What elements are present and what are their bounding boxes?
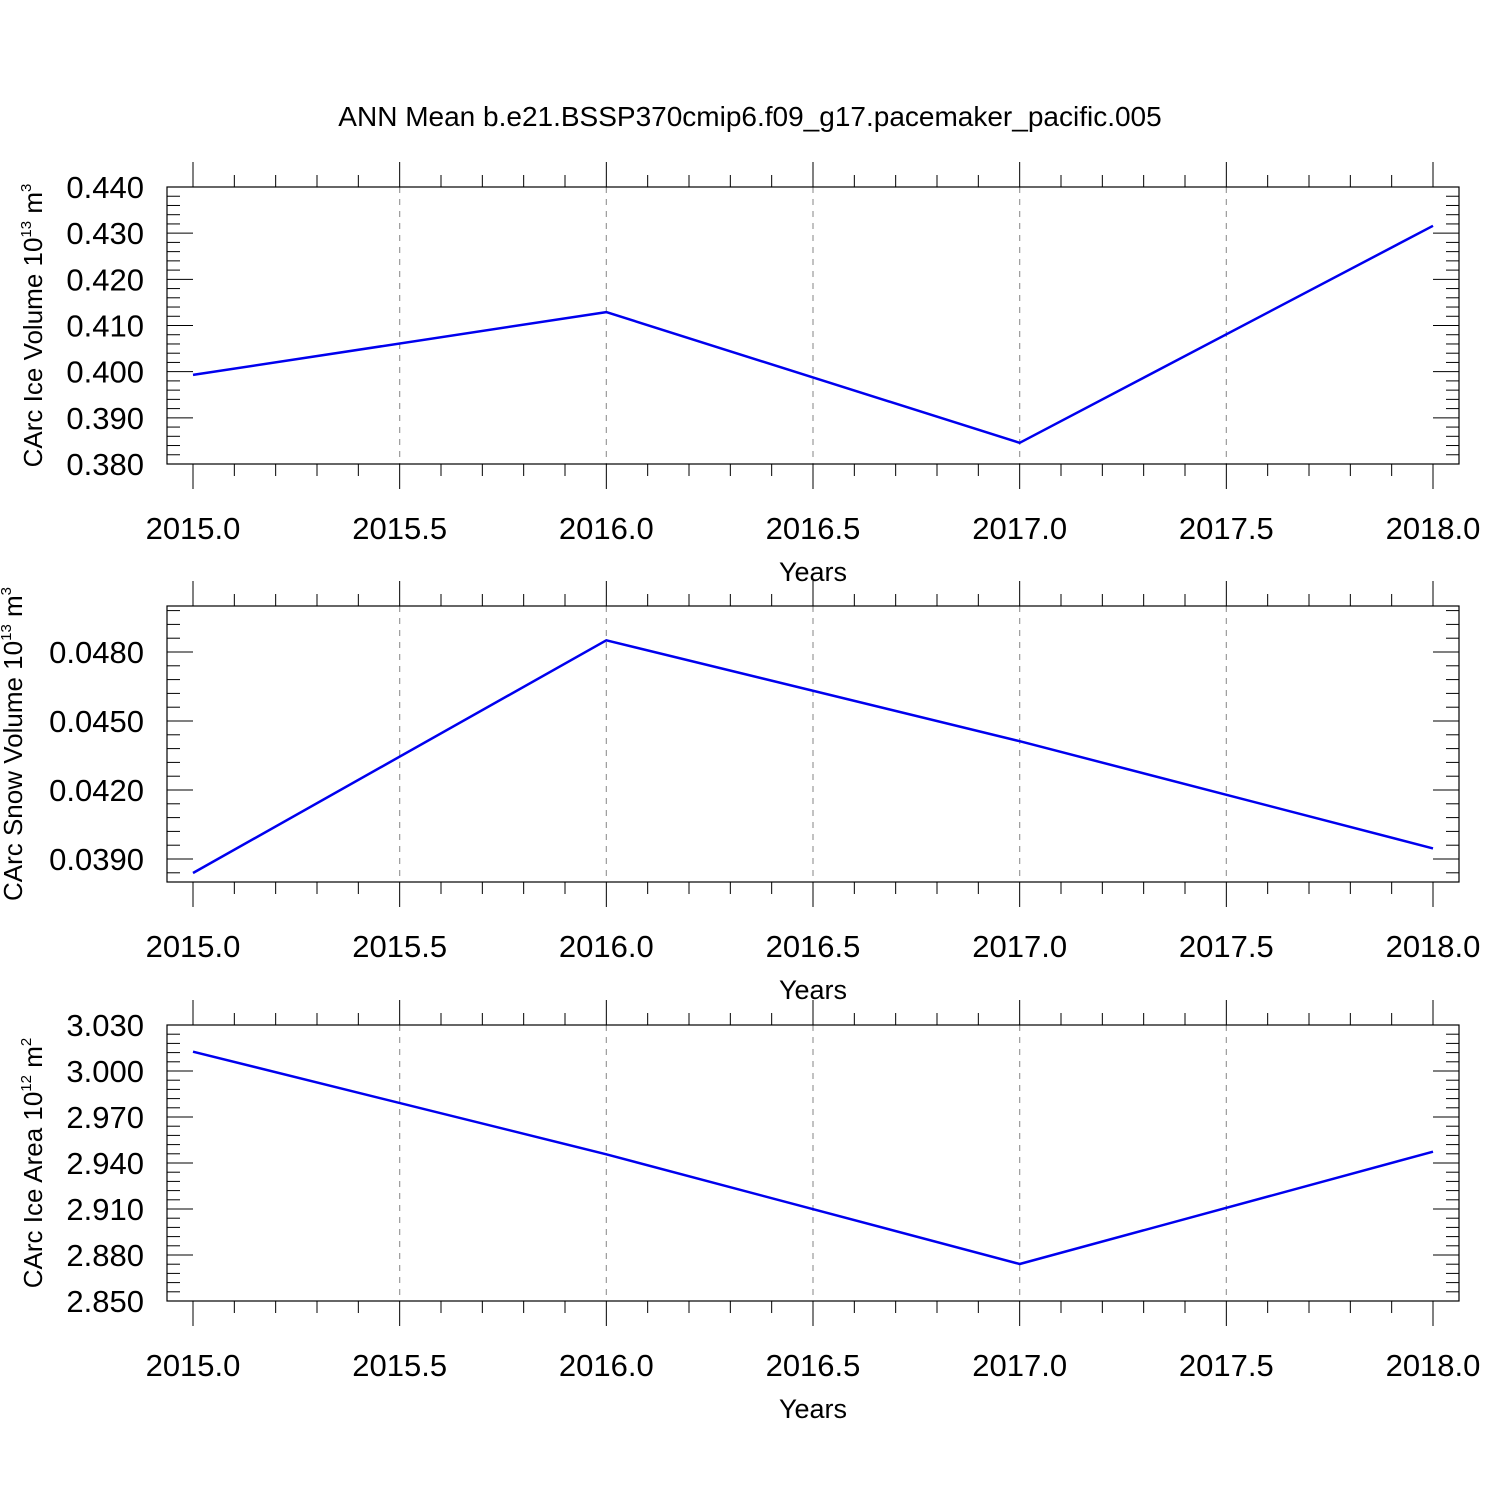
y-tick-label: 0.0450 — [49, 704, 144, 739]
y-axis-title: CArc Snow Volume 1013 m3 — [0, 587, 28, 901]
y-axis-title-unit: m — [18, 1046, 48, 1075]
y-axis-title: CArc Ice Volume 1013 m3 — [18, 184, 48, 468]
x-tick-label: 2015.5 — [352, 511, 447, 546]
chart-title: ANN Mean b.e21.BSSP370cmip6.f09_g17.pace… — [338, 101, 1161, 132]
y-tick-label: 0.390 — [66, 401, 144, 436]
x-tick-label: 2017.5 — [1179, 511, 1274, 546]
y-axis-title-exponent: 13 — [18, 221, 35, 238]
y-axis-title-text: CArc Ice Volume 10 — [18, 238, 48, 468]
x-tick-label: 2015.5 — [352, 1348, 447, 1383]
y-axis-title-text: CArc Ice Area 10 — [18, 1092, 48, 1289]
y-axis-title-exponent: 13 — [0, 624, 15, 641]
y-axis-title-unit: m — [0, 595, 28, 624]
x-tick-label: 2016.5 — [766, 511, 861, 546]
y-axis-title-unit-exponent: 3 — [0, 587, 15, 595]
x-tick-label: 2017.0 — [972, 511, 1067, 546]
y-tick-label: 0.420 — [66, 262, 144, 297]
x-tick-label: 2017.5 — [1179, 1348, 1274, 1383]
x-tick-label: 2015.0 — [146, 1348, 241, 1383]
y-axis-title-unit: m — [18, 192, 48, 221]
y-tick-label: 3.030 — [66, 1008, 144, 1043]
x-axis-title: Years — [779, 1394, 847, 1424]
x-tick-label: 2016.5 — [766, 1348, 861, 1383]
y-axis-title-exponent: 12 — [18, 1075, 35, 1092]
y-tick-label: 2.880 — [66, 1238, 144, 1273]
series-line — [192, 224, 1434, 445]
x-tick-label: 2015.0 — [146, 929, 241, 964]
y-tick-label: 0.400 — [66, 355, 144, 390]
x-tick-label: 2015.5 — [352, 929, 447, 964]
y-tick-label: 0.410 — [66, 309, 144, 344]
chart-panel-1: 2015.0 2015.5 2016.0 2016.5 2017.0 2017.5 2018… — [18, 162, 1480, 587]
y-tick-label: 0.430 — [66, 216, 144, 251]
x-tick-label: 2018.0 — [1386, 929, 1481, 964]
panels: 2015.0 2015.5 2016.0 2016.5 2017.0 2017.5 2018… — [0, 162, 1480, 1424]
x-tick-label: 2015.0 — [146, 511, 241, 546]
y-axis-title-unit-exponent: 3 — [18, 184, 35, 192]
series-line — [192, 639, 1434, 875]
y-tick-label: 0.380 — [66, 447, 144, 482]
y-tick-label: 2.940 — [66, 1146, 144, 1181]
y-axis-title: CArc Ice Area 1012 m2 — [18, 1038, 48, 1288]
x-tick-label: 2017.0 — [972, 929, 1067, 964]
y-tick-label: 0.0480 — [49, 635, 144, 670]
x-tick-label: 2017.5 — [1179, 929, 1274, 964]
y-tick-label: 0.440 — [66, 170, 144, 205]
y-tick-label: 2.850 — [66, 1284, 144, 1319]
y-axis-title-text: CArc Snow Volume 10 — [0, 641, 28, 901]
chart-panel-2: 2015.0 2015.5 2016.0 2016.5 2017.0 2017.5 2018… — [0, 581, 1480, 1005]
y-tick-label: 2.910 — [66, 1192, 144, 1227]
x-tick-label: 2016.5 — [766, 929, 861, 964]
x-tick-label: 2018.0 — [1386, 511, 1481, 546]
x-tick-label: 2016.0 — [559, 929, 654, 964]
x-tick-label: 2018.0 — [1386, 1348, 1481, 1383]
y-axis-title-unit-exponent: 2 — [18, 1038, 35, 1046]
y-tick-label: 0.0420 — [49, 773, 144, 808]
y-tick-label: 0.0390 — [49, 842, 144, 877]
chart-panel-3: 2015.0 2015.5 2016.0 2016.5 2017.0 2017.5 2018… — [18, 1000, 1480, 1424]
series-line — [192, 1050, 1434, 1266]
x-tick-label: 2016.0 — [559, 1348, 654, 1383]
x-tick-label: 2016.0 — [559, 511, 654, 546]
y-tick-label: 3.000 — [66, 1054, 144, 1089]
y-tick-label: 2.970 — [66, 1100, 144, 1135]
x-tick-label: 2017.0 — [972, 1348, 1067, 1383]
